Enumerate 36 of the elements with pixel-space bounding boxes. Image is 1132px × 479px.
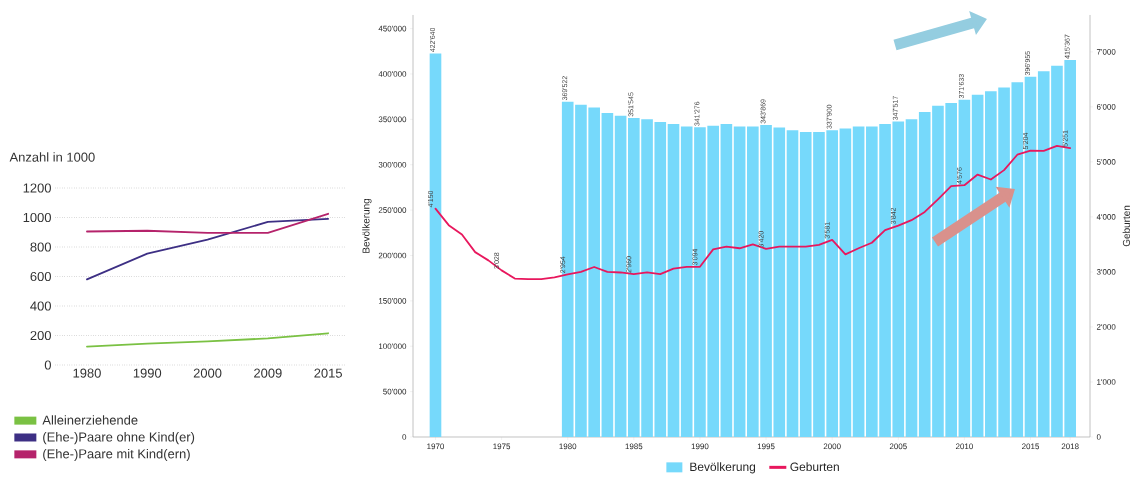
bar bbox=[429, 53, 442, 437]
bar bbox=[958, 99, 971, 437]
legend-label: Geburten bbox=[790, 462, 839, 472]
chart-title: Anzahl in 1000 bbox=[9, 152, 95, 162]
y-tick-label: 800 bbox=[30, 242, 51, 252]
legend-label: Bevölkerung bbox=[690, 462, 756, 474]
y-tick-label: 200 bbox=[30, 330, 51, 341]
y-tick-label: 600 bbox=[30, 271, 51, 282]
legend-label: (Ehe-)Paare ohne Kind(er) bbox=[43, 432, 195, 445]
bar bbox=[720, 123, 733, 437]
x-tick-label: 2015 bbox=[314, 368, 342, 378]
bar bbox=[614, 115, 627, 437]
bar bbox=[786, 130, 799, 437]
y-tick-label: 1200 bbox=[23, 183, 51, 193]
x-tick-label: 2009 bbox=[254, 368, 282, 378]
y-tick-label: 400 bbox=[30, 301, 51, 311]
x-tick-label: 2000 bbox=[193, 368, 222, 378]
bar bbox=[905, 119, 918, 437]
bar bbox=[852, 126, 865, 437]
bar bbox=[667, 123, 680, 437]
x-tick-label: 1980 bbox=[73, 368, 101, 378]
bar bbox=[733, 126, 746, 437]
bar bbox=[839, 128, 852, 437]
line-series bbox=[86, 332, 330, 348]
y-tick-label: 0 bbox=[44, 360, 51, 370]
y-tick-label: 1000 bbox=[23, 212, 51, 223]
line-series bbox=[86, 212, 330, 234]
bar bbox=[1024, 76, 1037, 437]
x-tick-label: 1990 bbox=[133, 368, 162, 378]
line-series bbox=[86, 218, 330, 281]
legend-label: Alleinerziehende bbox=[42, 415, 138, 425]
y-axis-title: Bevölkerung bbox=[362, 198, 372, 253]
y2-axis-title: Geburten bbox=[1122, 205, 1130, 247]
bar bbox=[971, 94, 984, 437]
bar bbox=[601, 113, 614, 437]
legend-label: (Ehe-)Paare mit Kind(ern) bbox=[43, 448, 190, 461]
